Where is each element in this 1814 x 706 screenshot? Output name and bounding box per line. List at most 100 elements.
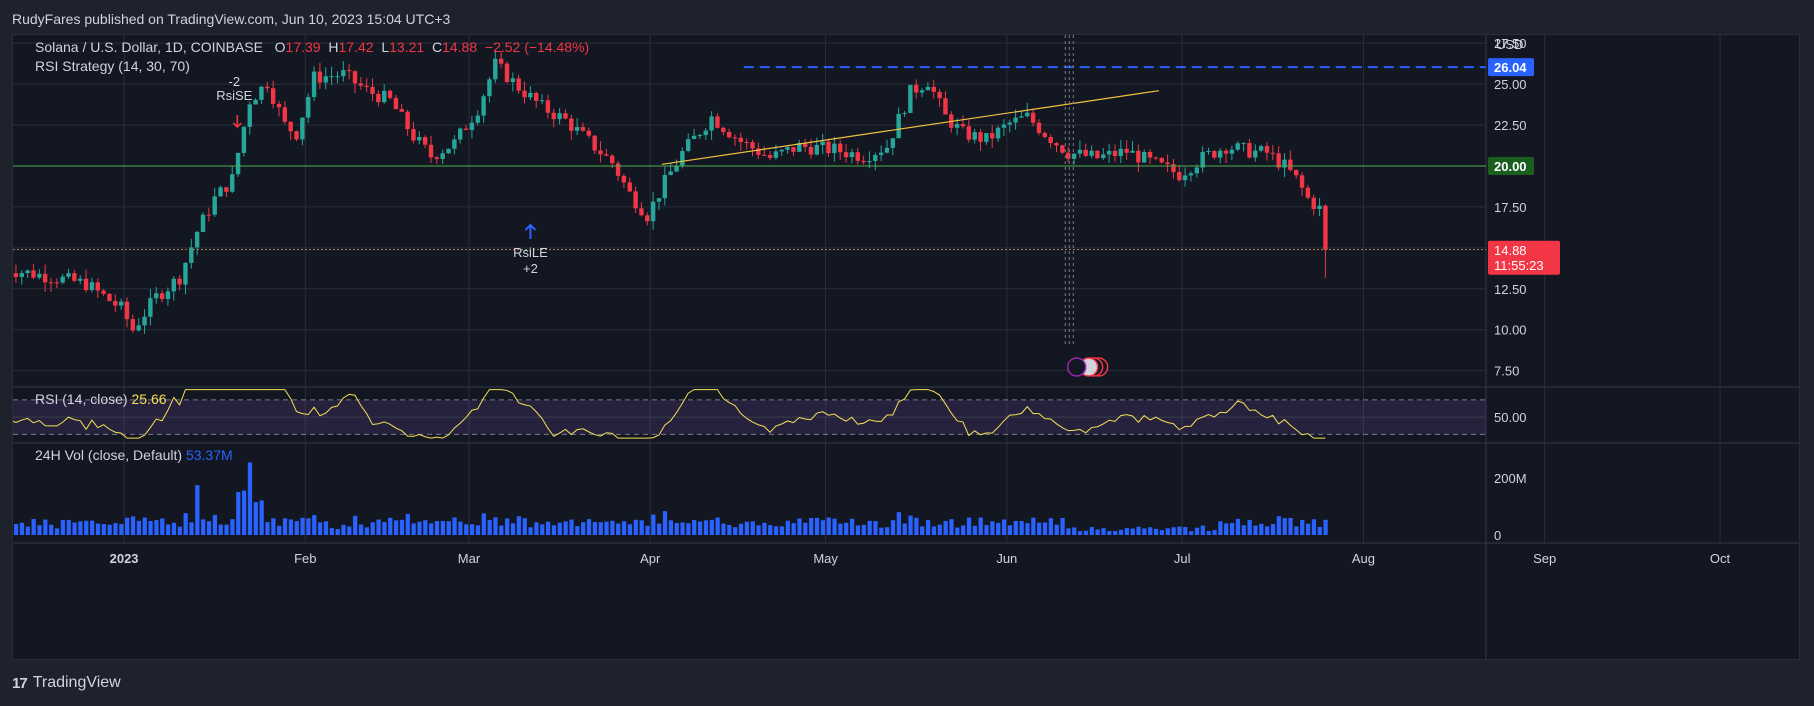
candle-body [352, 71, 358, 84]
candle-body [306, 97, 311, 118]
close-label: C [431, 39, 443, 55]
candle-body [1206, 151, 1211, 153]
volume-bar [809, 518, 814, 535]
candle-body [615, 163, 621, 176]
candle-body [820, 141, 825, 146]
candle-body [452, 139, 457, 149]
volume-bar [510, 523, 516, 535]
volume-bar [364, 527, 370, 535]
candle-body [1077, 149, 1083, 154]
candle-body [750, 142, 755, 149]
price-axis-currency: USD [1496, 37, 1523, 52]
candle-body [978, 132, 983, 142]
volume-bar [1066, 528, 1071, 535]
volume-bar [586, 519, 592, 535]
time-tick-label: Oct [1710, 551, 1731, 566]
trend-line [661, 90, 1159, 165]
chart-canvas[interactable]: -2RsiSERsiLE+2USD7.5010.0012.5015.0017.5… [13, 35, 1799, 659]
candle-body [504, 63, 510, 83]
volume-bar [1253, 525, 1258, 535]
candle-body [224, 187, 229, 192]
candle-body [662, 175, 668, 199]
candle-body [101, 290, 106, 294]
candles [13, 49, 1328, 334]
candle-body [78, 278, 83, 281]
candle-body [972, 132, 977, 140]
volume-bar [347, 526, 352, 535]
strategy-legend[interactable]: RSI Strategy (14, 30, 70) [35, 58, 190, 74]
candle-body [1118, 148, 1124, 157]
candle-body [1007, 122, 1012, 125]
candle-body [516, 78, 521, 91]
volume-bar [335, 529, 340, 535]
volume-bar [551, 525, 557, 535]
volume-bar [984, 525, 989, 535]
volume-bar [914, 517, 919, 535]
volume-bar [1265, 526, 1270, 535]
candle-body [230, 174, 235, 192]
volume-bar [1136, 526, 1141, 535]
volume-bar [95, 523, 101, 535]
candle-body [1025, 112, 1030, 117]
volume-bar [908, 515, 913, 535]
volume-bar [715, 517, 720, 535]
time-tick-label: May [813, 551, 838, 566]
rsi-value: 25.66 [131, 391, 167, 407]
volume-bar [259, 500, 264, 535]
candle-body [399, 109, 404, 112]
candle-body [1042, 132, 1048, 138]
volume-bar [773, 526, 779, 535]
volume-bar [113, 523, 118, 535]
candle-body [1288, 159, 1293, 170]
volume-bar [890, 520, 896, 535]
candle-body [878, 152, 884, 155]
volume-bar [130, 516, 136, 535]
rsi-legend[interactable]: RSI (14, close) 25.66 [35, 391, 167, 407]
chart-frame[interactable]: -2RsiSERsiLE+2USD7.5010.0012.5015.0017.5… [12, 34, 1800, 660]
volume-bar [201, 519, 206, 535]
signal-count-label: -2 [229, 74, 241, 89]
volume-bar [791, 523, 796, 535]
volume-bar [505, 518, 510, 535]
volume-bar [25, 526, 30, 535]
volume-bar [60, 520, 66, 535]
candle-body [919, 90, 925, 93]
volume-bar [1048, 518, 1053, 535]
candle-body [726, 131, 732, 138]
candle-body [142, 316, 147, 326]
time-tick-label: Mar [458, 551, 481, 566]
candle-body [1311, 197, 1316, 210]
volume-bar [779, 526, 785, 535]
candle-body [855, 152, 860, 161]
price-tick-label: 22.50 [1494, 118, 1527, 133]
publisher-header: RudyFares published on TradingView.com, … [0, 0, 1814, 34]
candle-body [838, 143, 843, 153]
candle-body [908, 84, 913, 113]
symbol-title[interactable]: Solana / U.S. Dollar, 1D, COINBASE [35, 39, 263, 55]
signal-label: RsiSE [216, 88, 252, 103]
volume-bar [177, 526, 182, 535]
volume-bar [1235, 518, 1241, 535]
candle-body [1095, 150, 1100, 159]
rsi-tick-label: 50.00 [1494, 410, 1527, 425]
candle-body [13, 273, 19, 277]
candle-body [808, 146, 814, 155]
volume-bar [341, 524, 346, 535]
candle-body [697, 135, 703, 137]
candle-body [189, 247, 194, 263]
candle-body [1217, 150, 1223, 158]
volume-bar [797, 518, 802, 535]
candle-body [1276, 153, 1281, 168]
volume-bar [645, 525, 650, 535]
candle-body [990, 133, 995, 139]
volume-bar [662, 511, 668, 535]
candle-body [691, 135, 697, 140]
volume-bar [399, 519, 405, 535]
volume-legend[interactable]: 24H Vol (close, Default) 53.37M [35, 447, 233, 463]
candle-body [960, 123, 966, 127]
candle-body [1247, 143, 1252, 158]
volume-bar [873, 521, 878, 535]
volume-bar [1177, 526, 1182, 535]
candle-body [715, 116, 720, 128]
volume-bar [896, 512, 901, 535]
